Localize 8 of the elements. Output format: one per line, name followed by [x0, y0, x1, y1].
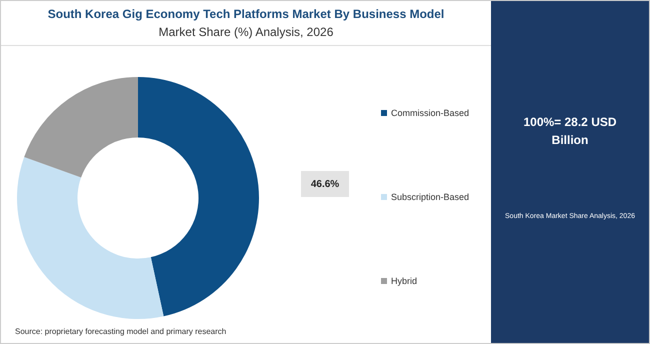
source-note: Source: proprietary forecasting model and primary research [15, 327, 226, 336]
legend-label: Commission-Based [391, 108, 470, 118]
data-label: 46.6% [310, 178, 340, 190]
legend-label: Hybrid [391, 276, 418, 286]
chart-title: South Korea Gig Economy Tech Platforms Market By Business Model [46, 7, 446, 21]
legend-label: Subscription-Based [391, 192, 470, 202]
chart-subtitle: Market Share (%) Analysis, 2026 [158, 25, 334, 39]
text: 100%= 28.2 USD Billion [522, 114, 618, 149]
